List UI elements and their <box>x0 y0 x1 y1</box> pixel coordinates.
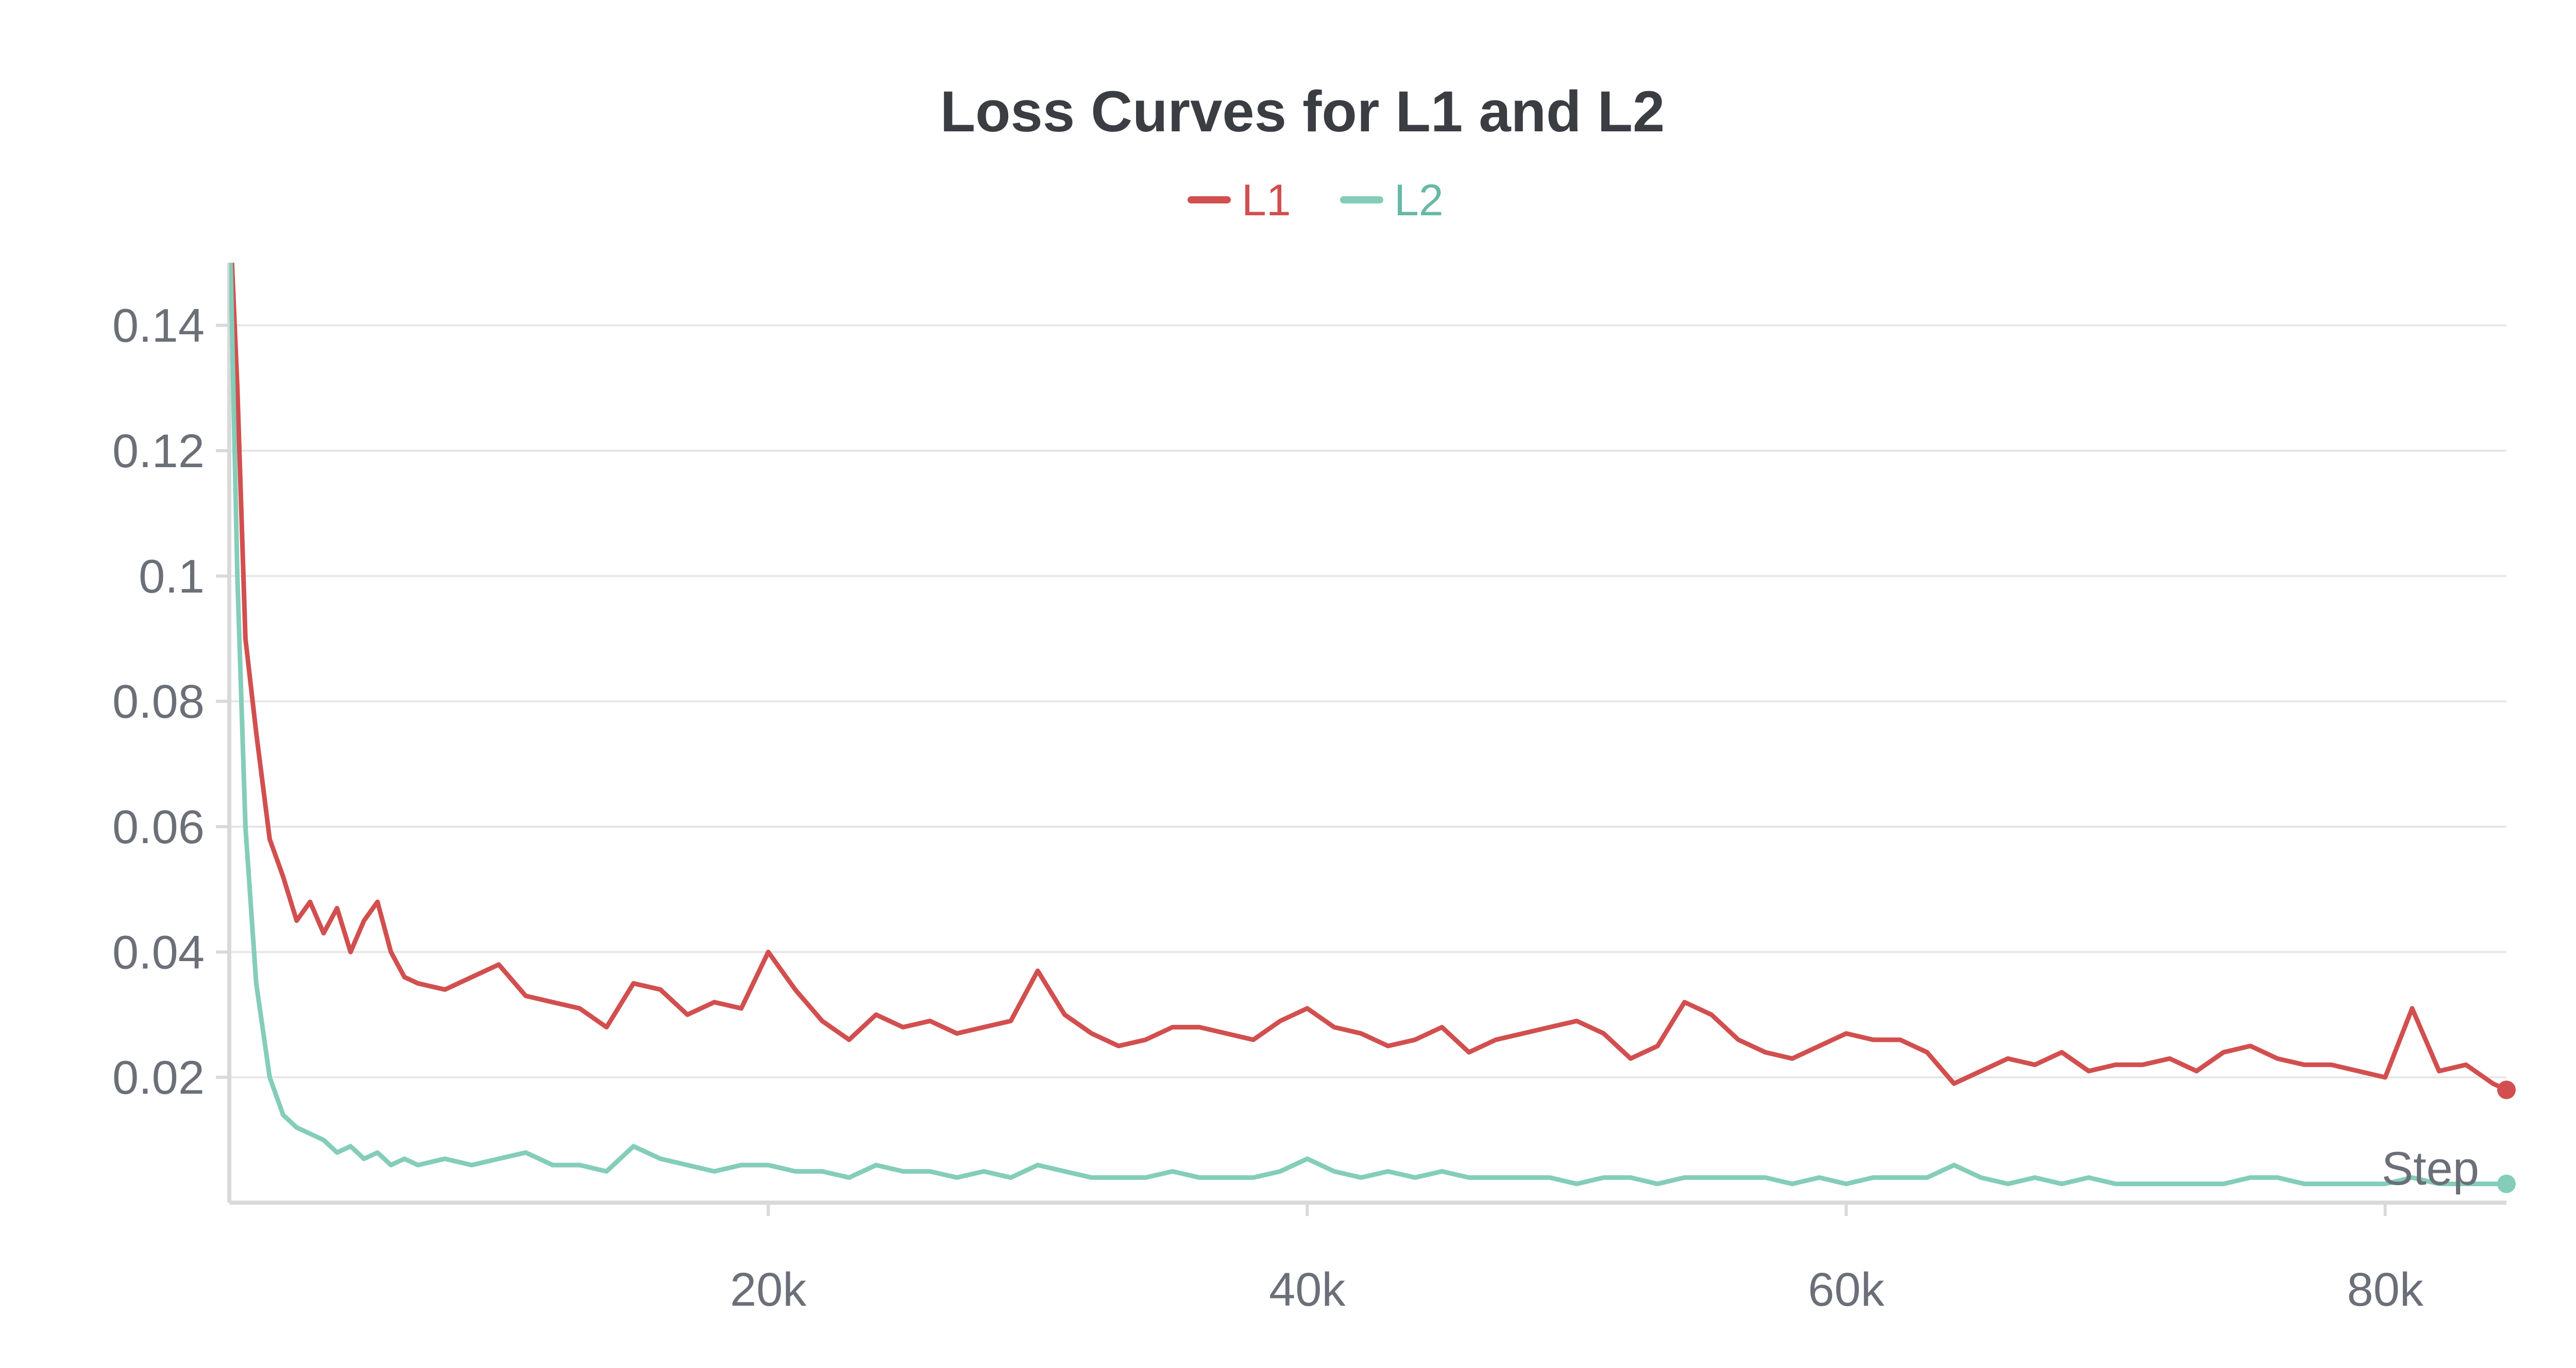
series-lines <box>229 263 2516 1193</box>
x-tick-label: 40k <box>1269 1263 1346 1316</box>
x-tick-label: 20k <box>730 1263 807 1316</box>
x-axis-label: Step <box>2382 1142 2479 1195</box>
series-end-marker-l1 <box>2497 1081 2516 1099</box>
y-tick-label: 0.06 <box>112 801 205 853</box>
y-tick-label: 0.1 <box>139 550 205 603</box>
x-tick-label: 60k <box>1808 1263 1885 1316</box>
chart-title: Loss Curves for L1 and L2 <box>940 79 1665 144</box>
y-tick-label: 0.12 <box>112 425 205 477</box>
axes <box>216 263 2506 1216</box>
series-end-marker-l2 <box>2497 1174 2516 1193</box>
y-tick-label: 0.02 <box>112 1052 205 1104</box>
grid-lines <box>229 324 2506 1079</box>
x-tick-label: 80k <box>2347 1263 2424 1316</box>
series-line-l1 <box>229 263 2507 1092</box>
series-line-l2 <box>229 263 2506 1186</box>
legend-label-l2: L2 <box>1394 176 1444 225</box>
legend: L1 L2 <box>1188 176 1444 225</box>
legend-label-l1: L1 <box>1242 176 1291 225</box>
y-tick-label: 0.08 <box>112 676 205 728</box>
y-tick-label: 0.14 <box>112 300 205 352</box>
tick-labels: 0.02 0.04 0.06 0.08 0.1 0.12 0.14 20k 40k 60k 80k <box>112 300 2424 1316</box>
y-tick-label: 0.04 <box>112 926 205 979</box>
